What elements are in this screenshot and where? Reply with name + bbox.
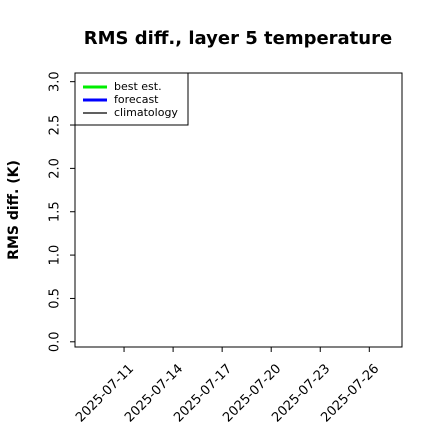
y-tick-label: 2.5 — [48, 115, 63, 136]
y-tick-label: 1.5 — [48, 201, 63, 222]
chart-title: RMS diff., layer 5 temperature — [84, 28, 392, 49]
legend-label: best est. — [114, 80, 162, 93]
plot-frame — [74, 72, 403, 348]
legend-label: forecast — [114, 93, 159, 106]
legend-label: climatology — [114, 106, 178, 119]
y-tick-label: 2.0 — [48, 158, 63, 179]
y-tick-label: 0.0 — [48, 331, 63, 352]
y-axis-label: RMS diff. (K) — [6, 160, 22, 260]
y-tick-label: 0.5 — [48, 288, 63, 309]
y-tick-label: 3.0 — [48, 71, 63, 92]
y-tick-label: 1.0 — [48, 245, 63, 266]
